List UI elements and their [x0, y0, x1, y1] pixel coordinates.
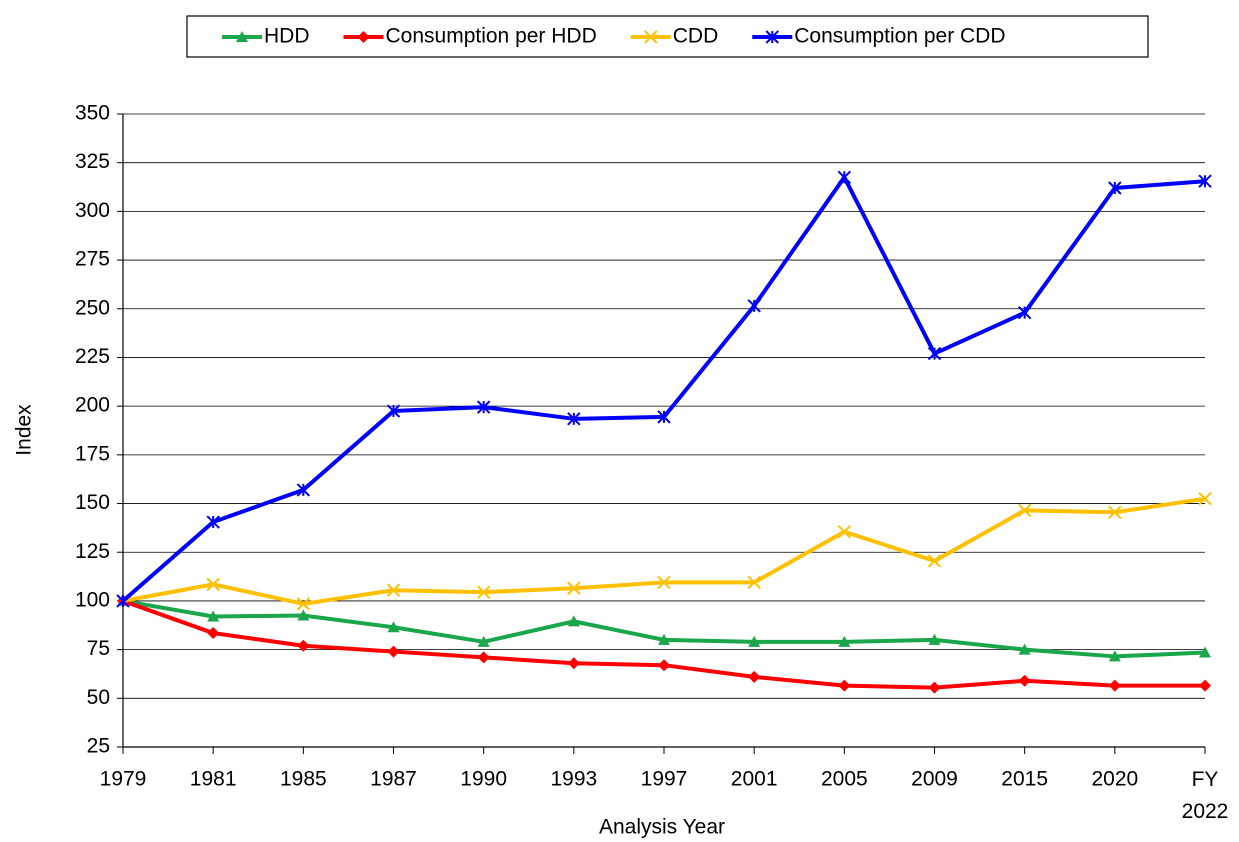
x-tick-label: 1997	[641, 768, 688, 791]
marker	[747, 299, 761, 313]
marker	[1018, 643, 1031, 655]
marker	[838, 635, 851, 647]
marker	[1017, 305, 1032, 320]
marker	[927, 346, 942, 361]
marker	[206, 577, 220, 592]
legend-label: Consumption per HDD	[386, 25, 597, 48]
y-tick-label: 300	[75, 199, 110, 222]
y-tick-label: 125	[75, 540, 110, 563]
y-tick-label: 175	[75, 442, 110, 465]
series-line	[121, 175, 1206, 603]
y-tick-label: 50	[87, 686, 110, 709]
marker	[567, 581, 581, 595]
marker	[387, 621, 400, 633]
y-tick-label: 325	[75, 150, 110, 173]
marker	[658, 659, 670, 672]
y-tick-label: 150	[75, 491, 110, 514]
marker	[837, 525, 852, 539]
marker	[206, 515, 220, 529]
y-tick-label: 350	[75, 102, 110, 125]
marker	[1108, 679, 1121, 692]
marker	[1108, 505, 1122, 520]
x-tick-label: 2001	[731, 768, 778, 791]
marker	[657, 410, 671, 424]
marker	[765, 30, 779, 44]
x-tick-label: 1979	[100, 768, 147, 791]
y-tick-label: 100	[75, 588, 110, 611]
marker	[477, 651, 490, 664]
marker	[567, 657, 580, 670]
marker	[1198, 491, 1212, 506]
marker	[476, 585, 491, 599]
legend-label: HDD	[264, 25, 310, 48]
marker	[386, 583, 401, 597]
marker	[1198, 174, 1212, 188]
marker	[837, 170, 852, 185]
marker	[1018, 674, 1031, 687]
marker	[297, 609, 310, 621]
marker	[296, 483, 311, 497]
x-tick-label: 1987	[370, 768, 417, 791]
marker	[928, 633, 941, 645]
y-tick-label: 200	[75, 394, 110, 417]
marker	[644, 30, 658, 44]
x-axis-title: Analysis Year	[599, 816, 725, 839]
marker	[658, 633, 670, 645]
legend-label: CDD	[673, 25, 719, 48]
marker	[477, 635, 490, 647]
marker	[567, 412, 581, 426]
marker	[927, 554, 942, 568]
marker	[1199, 646, 1211, 658]
x-tick-label: 1981	[190, 768, 237, 791]
marker	[386, 404, 401, 418]
x-tick-label: 1993	[550, 768, 597, 791]
marker	[207, 610, 220, 622]
marker	[657, 575, 671, 590]
y-tick-label: 75	[87, 637, 110, 660]
marker	[567, 615, 580, 627]
y-tick-label: 225	[75, 345, 110, 368]
series-line	[122, 598, 1206, 659]
y-tick-label: 275	[75, 248, 110, 271]
series-line	[122, 496, 1206, 606]
x-tick-label: 1990	[460, 768, 507, 791]
y-axis-title: Index	[13, 404, 36, 456]
x-tick-label: 2020	[1091, 768, 1138, 791]
x-tick-label: FY 2022	[1182, 768, 1229, 823]
x-tick-label: 2015	[1001, 768, 1048, 791]
legend-label: Consumption per CDD	[794, 25, 1005, 48]
marker	[476, 400, 491, 414]
marker	[747, 575, 761, 590]
x-tick-label: 2005	[821, 768, 868, 791]
marker	[357, 31, 370, 43]
marker	[838, 679, 851, 692]
marker	[1108, 181, 1122, 195]
marker	[1017, 503, 1032, 518]
y-tick-label: 250	[75, 296, 110, 319]
marker	[297, 639, 310, 652]
marker	[387, 645, 400, 658]
marker	[1199, 679, 1211, 692]
x-tick-label: 1985	[280, 768, 327, 791]
marker	[296, 597, 311, 611]
marker	[116, 594, 130, 608]
marker	[748, 635, 761, 647]
x-tick-label: 2009	[911, 768, 958, 791]
marker	[928, 681, 941, 694]
marker	[1108, 650, 1121, 662]
y-tick-label: 25	[87, 735, 110, 758]
marker	[236, 31, 248, 42]
marker	[207, 627, 220, 640]
marker	[748, 670, 761, 683]
